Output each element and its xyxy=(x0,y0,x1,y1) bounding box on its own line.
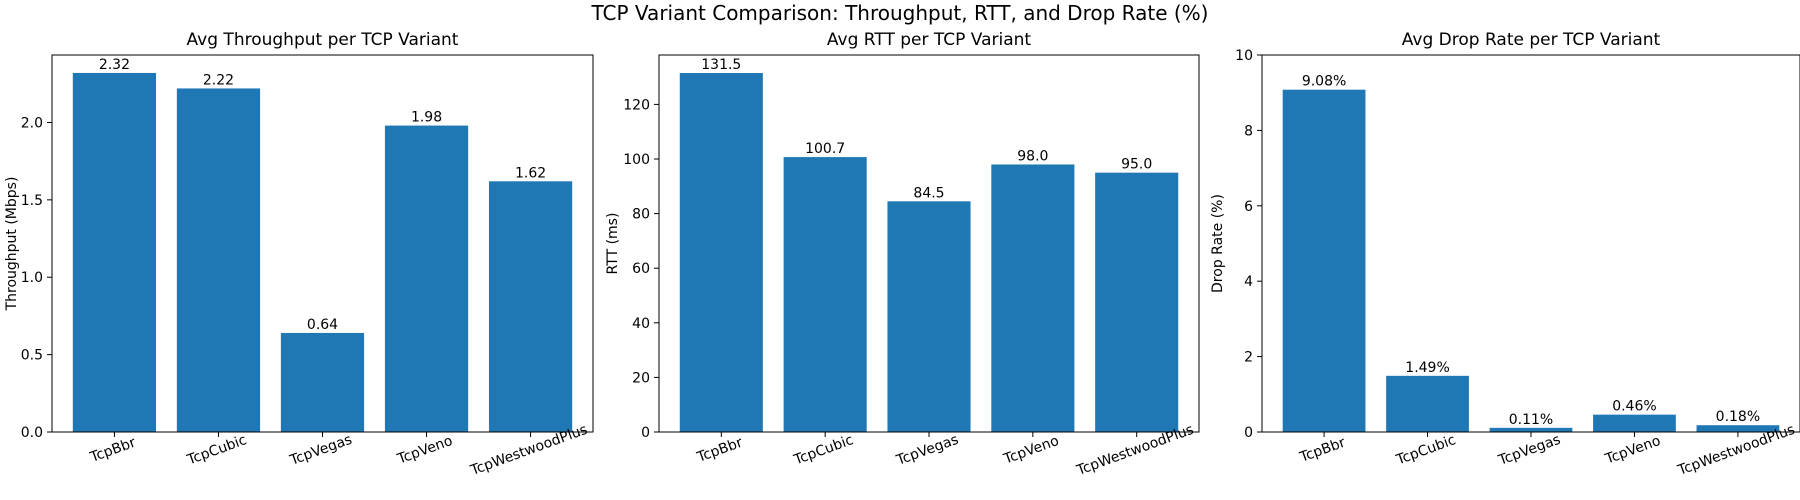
bar-value-label: 1.62 xyxy=(515,165,546,181)
bar-value-label: 0.64 xyxy=(307,317,338,333)
bar-value-label: 0.46% xyxy=(1612,399,1656,415)
y-tick-label: 10 xyxy=(1235,48,1253,64)
bar-value-label: 2.22 xyxy=(203,72,234,88)
bar-TcpCubic xyxy=(1386,375,1469,432)
bar-value-label: 131.5 xyxy=(701,57,741,73)
y-tick-label: 1.0 xyxy=(21,270,43,286)
bar-value-label: 95.0 xyxy=(1121,157,1152,173)
chart-panel-1: 2.322.220.641.981.620.00.51.01.52.0TcpBb… xyxy=(4,30,594,479)
bar-TcpVeno xyxy=(991,164,1075,432)
y-tick-label: 0.0 xyxy=(21,425,43,441)
bar-TcpCubic xyxy=(783,157,867,432)
chart-title: Avg RTT per TCP Variant xyxy=(827,30,1032,50)
bar-TcpWestwoodPlus xyxy=(1095,172,1179,432)
chart-title: Avg Throughput per TCP Variant xyxy=(187,30,459,50)
bar-value-label: 0.18% xyxy=(1716,409,1760,425)
bar-value-label: 1.98 xyxy=(411,110,442,126)
bar-TcpWestwoodPlus xyxy=(1696,425,1780,432)
bar-value-label: 0.11% xyxy=(1509,412,1553,428)
bar-TcpBbr xyxy=(1282,89,1366,433)
y-tick-label: 1.5 xyxy=(21,193,43,209)
bar-TcpWestwoodPlus xyxy=(488,181,573,432)
y-tick-label: 2 xyxy=(1244,350,1253,366)
charts-container: 2.322.220.641.981.620.00.51.01.52.0TcpBb… xyxy=(4,30,1800,479)
y-axis-label: Drop Rate (%) xyxy=(1210,194,1226,293)
chart-title: Avg Drop Rate per TCP Variant xyxy=(1402,30,1661,50)
bar-TcpVeno xyxy=(1593,414,1676,432)
figure-suptitle: TCP Variant Comparison: Throughput, RTT,… xyxy=(591,1,1209,25)
y-tick-label: 80 xyxy=(632,207,650,223)
bar-value-label: 2.32 xyxy=(99,57,130,73)
bar-value-label: 100.7 xyxy=(805,141,845,157)
bar-TcpVegas xyxy=(1489,427,1573,432)
bar-TcpVegas xyxy=(887,201,971,432)
bar-TcpCubic xyxy=(176,88,261,433)
bar-TcpVeno xyxy=(384,125,469,432)
y-tick-label: 6 xyxy=(1244,199,1253,215)
y-tick-label: 60 xyxy=(632,261,650,277)
y-tick-label: 0.5 xyxy=(21,348,43,364)
bar-value-label: 84.5 xyxy=(913,185,944,201)
y-tick-label: 120 xyxy=(623,97,650,113)
y-tick-label: 2.0 xyxy=(21,115,43,131)
y-tick-label: 0 xyxy=(641,425,650,441)
bar-value-label: 9.08% xyxy=(1302,74,1346,90)
bar-value-label: 1.49% xyxy=(1405,360,1449,376)
y-tick-label: 100 xyxy=(623,152,650,168)
y-tick-label: 20 xyxy=(632,370,650,386)
bar-TcpBbr xyxy=(679,73,763,433)
y-tick-label: 0 xyxy=(1244,425,1253,441)
y-axis-label: Throughput (Mbps) xyxy=(4,177,20,312)
y-axis-label: RTT (ms) xyxy=(605,213,621,275)
y-tick-label: 8 xyxy=(1244,123,1253,139)
bar-TcpBbr xyxy=(72,72,157,432)
bar-value-label: 98.0 xyxy=(1017,148,1048,164)
y-tick-label: 4 xyxy=(1244,274,1253,290)
y-tick-label: 40 xyxy=(632,316,650,332)
bar-TcpVegas xyxy=(280,332,365,432)
